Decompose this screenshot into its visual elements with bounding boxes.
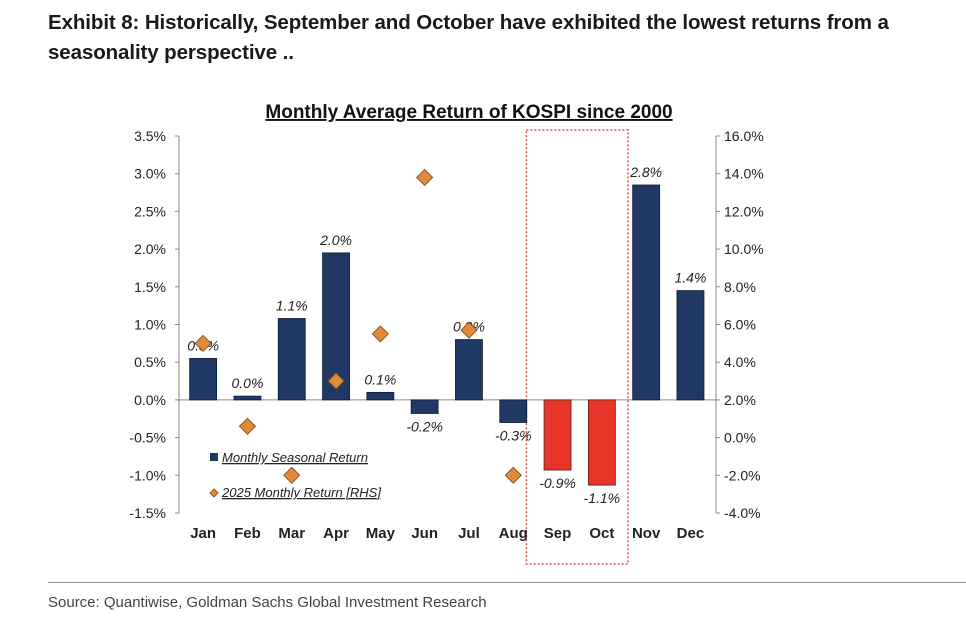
marker-feb (238, 417, 257, 435)
right-y-axis: 16.0% 14.0% 12.0% 10.0% 8.0% 6.0% 4.0% 2.0% 0.0%… (715, 128, 764, 521)
bar-oct (587, 399, 616, 486)
exhibit-title: Exhibit 8: Historically, September and O… (48, 11, 889, 64)
bar-feb (233, 395, 262, 401)
bar-label-aug: -0.3% (495, 428, 532, 444)
left-y-axis: 3.5% 3.0% 2.5% 2.0% 1.5% 1.0% 0.5% 0.0% -0.5% -1.… (129, 128, 716, 521)
right-tick-label: 16.0% (724, 128, 764, 144)
markers-group (194, 168, 522, 484)
right-tick-label: 12.0% (724, 203, 764, 219)
x-label-jul: Jul (458, 525, 480, 542)
chart-title: Monthly Average Return of KOSPI since 20… (265, 102, 672, 123)
marker-aug (504, 466, 522, 484)
x-label-dec: Dec (677, 525, 705, 542)
bar-jan (189, 358, 218, 401)
bar-jul (455, 339, 483, 401)
right-tick-label: 14.0% (724, 166, 764, 182)
x-label-nov: Nov (632, 525, 661, 542)
right-tick-label: 4.0% (724, 354, 756, 370)
bar-label-nov: 2.8% (629, 164, 662, 180)
right-tick-label: 2.0% (724, 392, 756, 408)
legend-bar-swatch (210, 453, 218, 461)
right-tick-label: -4.0% (724, 505, 761, 521)
x-label-oct: Oct (589, 525, 614, 542)
bar-label-dec: 1.4% (674, 270, 706, 286)
bar-label-may: 0.1% (364, 371, 396, 387)
left-tick-label: 1.5% (134, 279, 166, 295)
left-tick-label: 3.0% (134, 166, 166, 182)
legend-diamond-label: 2025 Monthly Return [RHS] (221, 485, 381, 500)
left-tick-label: 2.5% (134, 203, 166, 219)
left-tick-label: 0.5% (134, 354, 166, 370)
right-tick-label: 6.0% (724, 317, 756, 333)
bar-mar (277, 318, 306, 401)
left-tick-label: 2.0% (134, 241, 166, 257)
bar-jun (410, 399, 439, 414)
marker-mar (283, 466, 301, 484)
bar-sep (543, 399, 572, 471)
legend-diamond-swatch (209, 488, 219, 498)
left-tick-label: 0.0% (134, 392, 166, 408)
bar-label-apr: 2.0% (319, 232, 352, 248)
bar-label-feb: 0.0% (231, 375, 263, 391)
x-label-aug: Aug (499, 525, 528, 542)
right-tick-label: 8.0% (724, 279, 756, 295)
source-note: Source: Quantiwise, Goldman Sachs Global… (48, 594, 487, 611)
right-tick-label: -2.0% (724, 467, 761, 483)
bar-may (366, 391, 395, 401)
left-tick-label: -1.5% (129, 505, 166, 521)
left-tick-label: 3.5% (134, 128, 166, 144)
bar-label-sep: -0.9% (539, 475, 576, 491)
x-label-jan: Jan (190, 525, 216, 542)
divider (48, 582, 966, 583)
x-label-feb: Feb (234, 525, 261, 542)
bars-group (189, 184, 705, 486)
right-tick-label: 0.0% (724, 430, 756, 446)
bar-label-jun: -0.2% (406, 418, 443, 434)
bar-nov (632, 184, 661, 401)
x-axis-labels: Jan Feb Mar Apr May Jun Jul Aug Sep Oct Nov Dec (190, 525, 704, 542)
marker-jul (460, 321, 478, 339)
left-tick-label: 1.0% (134, 317, 166, 333)
x-label-mar: Mar (278, 525, 305, 542)
chart: Monthly Average Return of KOSPI since 20… (129, 102, 764, 565)
x-label-jun: Jun (411, 525, 438, 542)
bar-label-oct: -1.1% (584, 490, 621, 506)
marker-apr (327, 372, 345, 390)
marker-jan (194, 334, 212, 352)
right-tick-label: 10.0% (724, 241, 764, 257)
bar-label-mar: 1.1% (276, 297, 308, 313)
bar-aug (499, 399, 528, 423)
left-tick-label: -1.0% (129, 467, 166, 483)
left-tick-label: -0.5% (129, 430, 166, 446)
marker-may (371, 325, 389, 343)
x-label-may: May (366, 525, 396, 542)
marker-jun (416, 168, 434, 187)
bar-dec (676, 290, 705, 401)
x-label-apr: Apr (323, 525, 349, 542)
legend: Monthly Seasonal Return 2025 Monthly Ret… (209, 450, 381, 500)
legend-bar-label: Monthly Seasonal Return (222, 450, 368, 465)
x-label-sep: Sep (544, 525, 572, 542)
